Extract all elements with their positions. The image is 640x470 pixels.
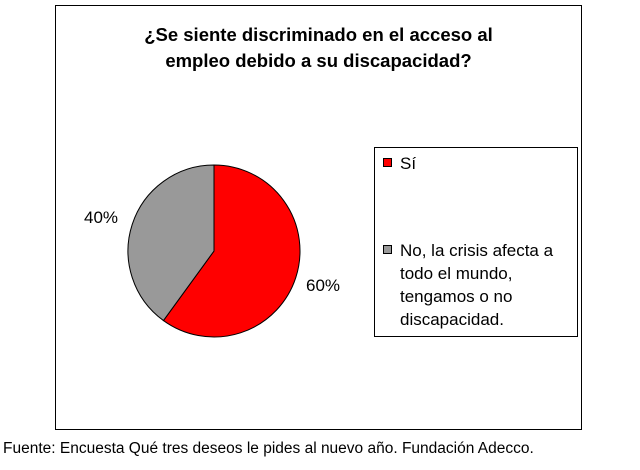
pie-slice-si: [162, 164, 301, 338]
data-label-40: 40%: [84, 208, 119, 227]
legend-label-si: Sí: [400, 154, 417, 173]
chart-title: ¿Se siente discriminado en el acceso al …: [56, 22, 581, 74]
legend-item-si: Sí: [383, 152, 573, 175]
data-label-60: 60%: [306, 276, 341, 295]
chart-title-line-1: ¿Se siente discriminado en el acceso al: [144, 24, 493, 45]
legend-swatch-si: [383, 158, 392, 167]
legend-swatch-no: [383, 245, 392, 254]
legend-item-no: No, la crisis afecta a todo el mundo, te…: [383, 239, 573, 331]
pie-chart: [127, 164, 301, 338]
chart-legend: Sí No, la crisis afecta a todo el mundo,…: [374, 147, 578, 337]
chart-frame: ¿Se siente discriminado en el acceso al …: [55, 5, 582, 430]
pie-slice-no: [127, 164, 215, 322]
legend-label-no: No, la crisis afecta a todo el mundo, te…: [400, 241, 554, 329]
source-note: Fuente: Encuesta Qué tres deseos le pide…: [3, 440, 534, 457]
chart-title-line-2: empleo debido a su discapacidad?: [165, 50, 472, 71]
